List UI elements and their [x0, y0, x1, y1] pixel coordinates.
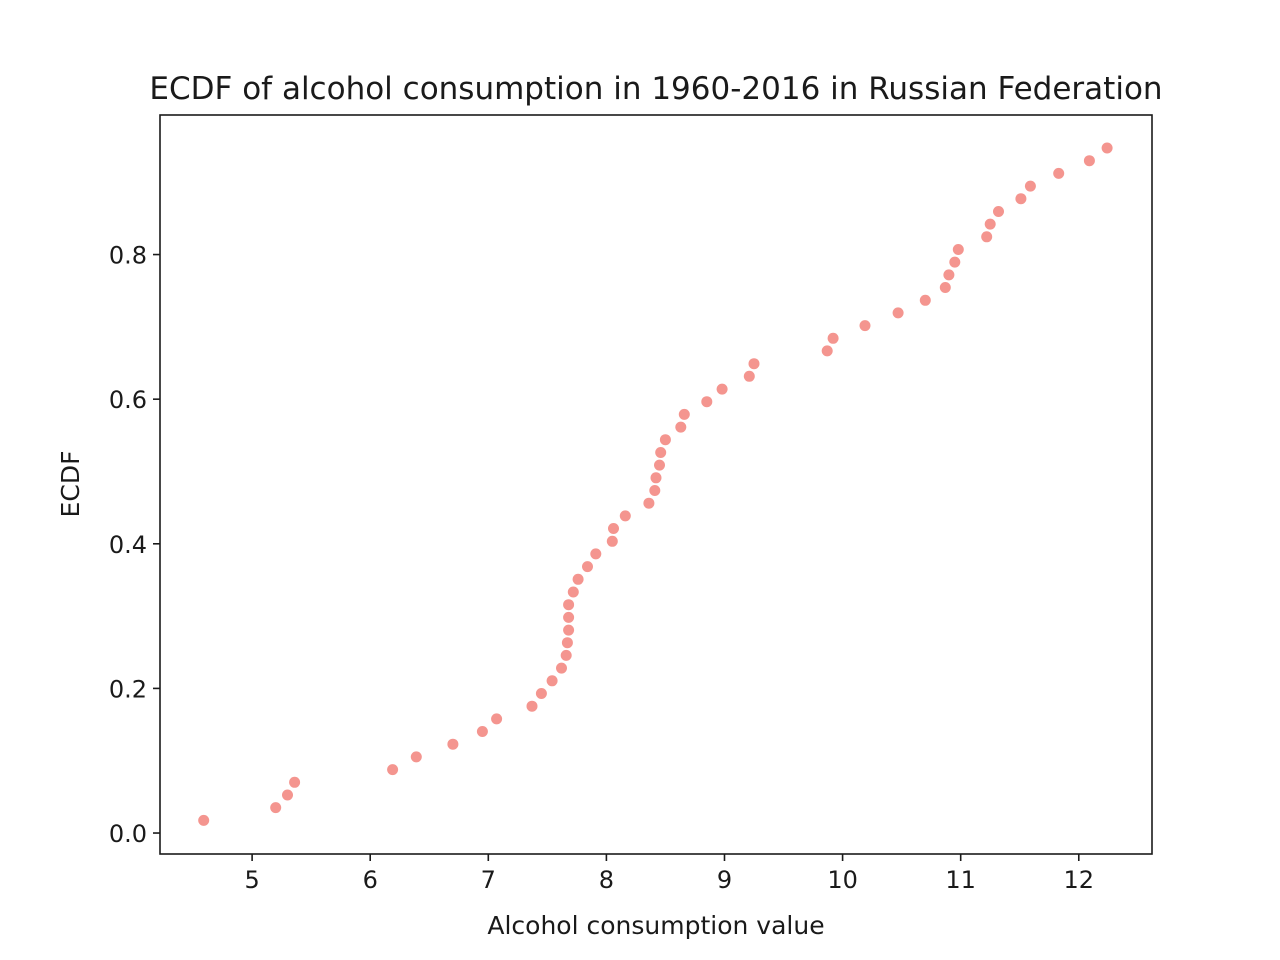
data-point	[1015, 193, 1027, 205]
x-tick-label: 8	[599, 866, 614, 894]
data-point	[563, 611, 575, 623]
x-tick-label: 12	[1064, 866, 1095, 894]
data-point	[892, 307, 904, 319]
data-point	[716, 383, 728, 395]
x-axis-ticks: 5 6 7 8 9 10 11 12	[244, 854, 1094, 894]
data-point	[939, 282, 951, 293]
data-point	[859, 320, 871, 332]
data-point	[561, 637, 573, 649]
chart-title: ECDF of alcohol consumption in 1960-2016…	[149, 71, 1162, 107]
data-point	[270, 802, 282, 814]
x-tick-label: 10	[827, 866, 858, 894]
data-point	[563, 624, 575, 636]
data-point	[984, 218, 996, 230]
data-point	[535, 688, 547, 699]
data-point	[560, 649, 572, 661]
data-point	[572, 573, 584, 585]
x-axis-label: Alcohol consumption value	[487, 911, 824, 940]
data-points	[198, 142, 1113, 826]
data-point	[289, 776, 301, 788]
y-axis-label: ECDF	[56, 451, 85, 518]
data-point	[949, 256, 961, 268]
data-point	[410, 751, 422, 763]
y-axis-ticks: 0.0 0.2 0.4 0.6 0.8	[109, 242, 160, 848]
x-tick-label: 6	[363, 866, 378, 894]
data-point	[655, 447, 667, 458]
y-tick-label: 0.4	[109, 531, 147, 559]
data-point	[643, 497, 655, 509]
data-point	[993, 206, 1004, 217]
data-point	[556, 662, 567, 674]
data-point	[282, 789, 293, 801]
data-point	[981, 231, 993, 243]
data-point	[821, 345, 833, 357]
x-tick-label: 11	[945, 866, 976, 894]
y-tick-label: 0.0	[109, 820, 147, 848]
data-point	[563, 599, 575, 611]
data-point	[606, 535, 618, 547]
data-point	[1053, 167, 1065, 179]
data-point	[743, 370, 755, 382]
y-tick-label: 0.6	[109, 386, 147, 414]
data-point	[701, 396, 713, 408]
data-point	[943, 269, 955, 281]
y-tick-label: 0.2	[109, 675, 147, 703]
data-point	[1101, 142, 1113, 154]
data-point	[827, 332, 839, 344]
data-point	[919, 294, 931, 306]
data-point	[491, 713, 503, 725]
y-tick-label: 0.8	[109, 242, 147, 270]
x-tick-label: 9	[717, 866, 732, 894]
data-point	[649, 485, 661, 496]
data-point	[387, 764, 399, 776]
data-point	[659, 434, 671, 446]
data-point	[526, 700, 538, 712]
data-point	[678, 408, 690, 420]
data-point	[650, 472, 662, 484]
data-point	[952, 244, 964, 255]
data-point	[675, 421, 687, 433]
data-point	[590, 548, 602, 560]
data-point	[476, 726, 488, 737]
x-tick-label: 5	[244, 866, 259, 894]
data-point	[654, 459, 665, 471]
data-point	[582, 561, 593, 573]
plot-frame	[159, 114, 1153, 855]
data-point	[1024, 180, 1036, 192]
data-point	[447, 738, 459, 750]
data-point	[546, 675, 558, 687]
data-point	[567, 586, 579, 598]
data-point	[608, 523, 619, 534]
data-point	[619, 510, 631, 522]
x-tick-label: 7	[481, 866, 496, 894]
data-point	[1083, 155, 1095, 167]
data-point	[748, 358, 760, 370]
data-point	[198, 814, 210, 826]
